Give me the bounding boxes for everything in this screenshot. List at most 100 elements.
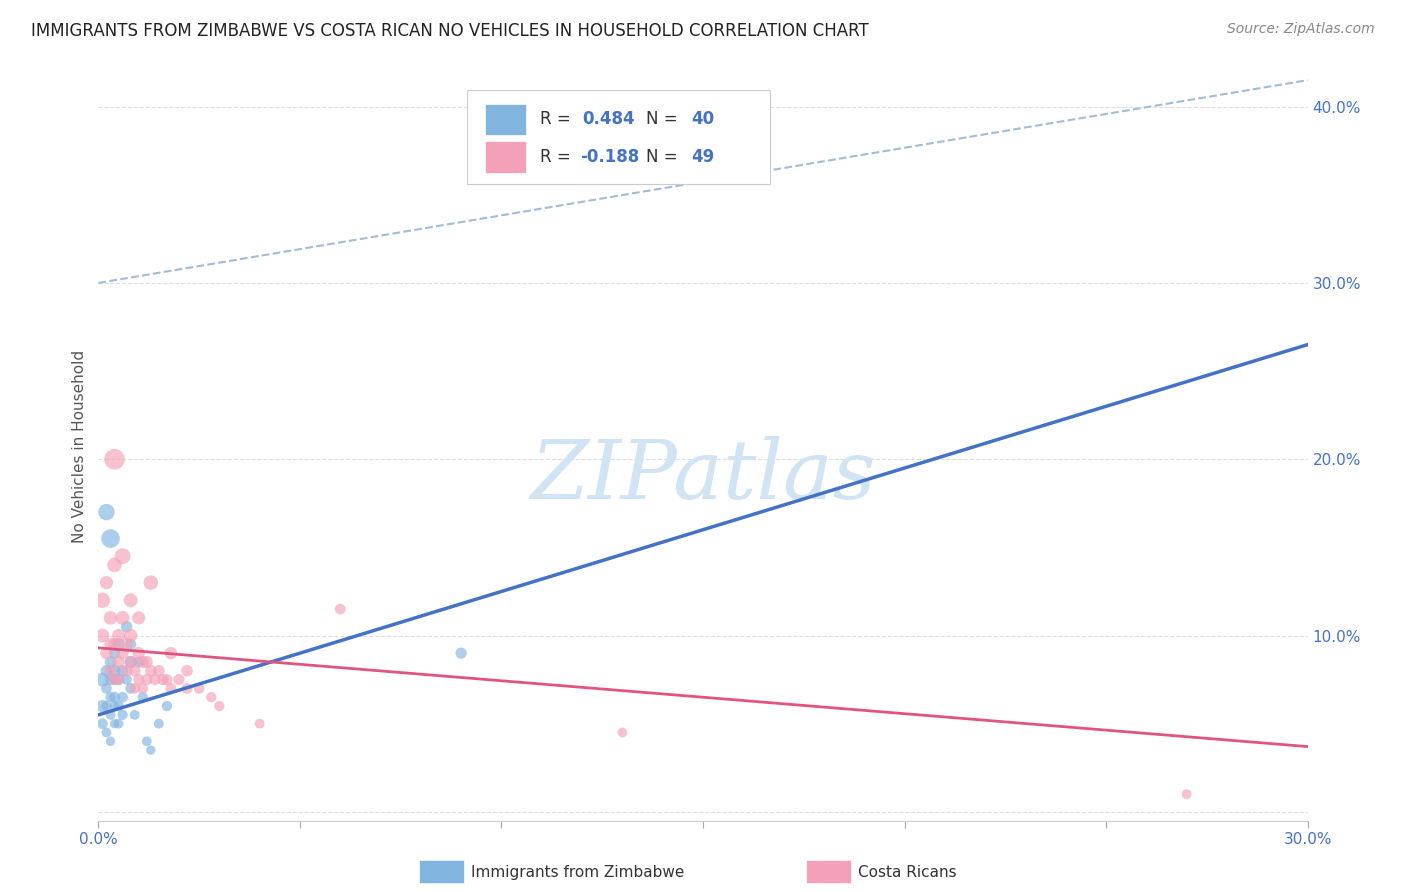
Point: [100, 707, 122, 722]
Point: [103, 716, 125, 731]
Point: [100, 664, 122, 678]
Point: [103, 673, 125, 687]
Point: [132, 690, 155, 705]
Point: [160, 646, 183, 660]
Point: [152, 673, 174, 687]
Text: ZIPatlas: ZIPatlas: [530, 436, 876, 516]
Point: [100, 690, 122, 705]
Point: [249, 716, 271, 731]
Point: [103, 558, 125, 572]
Point: [128, 611, 150, 625]
Point: [107, 716, 129, 731]
Point: [120, 628, 142, 642]
Point: [91, 673, 114, 687]
Point: [103, 673, 125, 687]
Point: [120, 655, 142, 669]
Point: [91, 593, 114, 607]
Point: [91, 628, 114, 642]
Point: [100, 655, 122, 669]
Point: [176, 664, 198, 678]
Point: [100, 611, 122, 625]
Point: [111, 690, 134, 705]
Text: -0.188: -0.188: [579, 148, 638, 166]
Point: [139, 664, 162, 678]
Point: [96, 575, 118, 590]
Point: [120, 593, 142, 607]
Point: [115, 637, 138, 651]
Text: 40: 40: [690, 111, 714, 128]
Point: [329, 602, 352, 616]
Point: [103, 699, 125, 714]
Y-axis label: No Vehicles in Household: No Vehicles in Household: [72, 350, 87, 542]
Point: [103, 646, 125, 660]
Text: 0.484: 0.484: [582, 111, 634, 128]
Point: [115, 673, 138, 687]
Point: [107, 628, 129, 642]
Point: [128, 673, 150, 687]
Text: N =: N =: [647, 148, 683, 166]
Text: R =: R =: [540, 111, 576, 128]
Point: [107, 655, 129, 669]
Point: [128, 655, 150, 669]
Point: [135, 673, 157, 687]
Point: [100, 673, 122, 687]
Point: [120, 637, 142, 651]
Point: [132, 655, 155, 669]
Point: [176, 681, 198, 696]
Text: N =: N =: [647, 111, 683, 128]
Point: [103, 637, 125, 651]
Point: [103, 452, 125, 467]
Point: [96, 725, 118, 739]
Point: [450, 646, 472, 660]
Point: [160, 681, 183, 696]
Point: [128, 646, 150, 660]
Point: [111, 549, 134, 564]
Point: [188, 681, 211, 696]
Point: [107, 637, 129, 651]
Point: [612, 725, 634, 739]
Point: [1175, 787, 1198, 801]
FancyBboxPatch shape: [485, 141, 526, 172]
Point: [148, 664, 170, 678]
Point: [103, 664, 125, 678]
Point: [135, 734, 157, 748]
Point: [156, 673, 179, 687]
Point: [135, 655, 157, 669]
Text: R =: R =: [540, 148, 576, 166]
Text: Immigrants from Zimbabwe: Immigrants from Zimbabwe: [471, 865, 685, 880]
Point: [96, 699, 118, 714]
Point: [111, 646, 134, 660]
Point: [139, 575, 162, 590]
Text: IMMIGRANTS FROM ZIMBABWE VS COSTA RICAN NO VEHICLES IN HOUSEHOLD CORRELATION CHA: IMMIGRANTS FROM ZIMBABWE VS COSTA RICAN …: [31, 22, 869, 40]
Point: [107, 699, 129, 714]
Point: [208, 699, 231, 714]
Point: [148, 716, 170, 731]
Point: [111, 707, 134, 722]
Point: [96, 664, 118, 678]
Point: [115, 620, 138, 634]
Point: [96, 646, 118, 660]
Point: [111, 611, 134, 625]
Point: [124, 707, 146, 722]
Point: [96, 681, 118, 696]
Text: 49: 49: [690, 148, 714, 166]
Point: [91, 716, 114, 731]
Point: [111, 664, 134, 678]
Point: [167, 673, 190, 687]
Point: [103, 690, 125, 705]
FancyBboxPatch shape: [485, 103, 526, 135]
Point: [120, 681, 142, 696]
Point: [100, 637, 122, 651]
FancyBboxPatch shape: [467, 90, 769, 184]
Point: [139, 743, 162, 757]
Point: [100, 734, 122, 748]
Point: [124, 681, 146, 696]
Point: [107, 673, 129, 687]
Point: [91, 699, 114, 714]
Point: [124, 664, 146, 678]
Point: [200, 690, 222, 705]
Text: Costa Ricans: Costa Ricans: [858, 865, 956, 880]
Text: Source: ZipAtlas.com: Source: ZipAtlas.com: [1227, 22, 1375, 37]
Point: [100, 532, 122, 546]
Point: [107, 673, 129, 687]
